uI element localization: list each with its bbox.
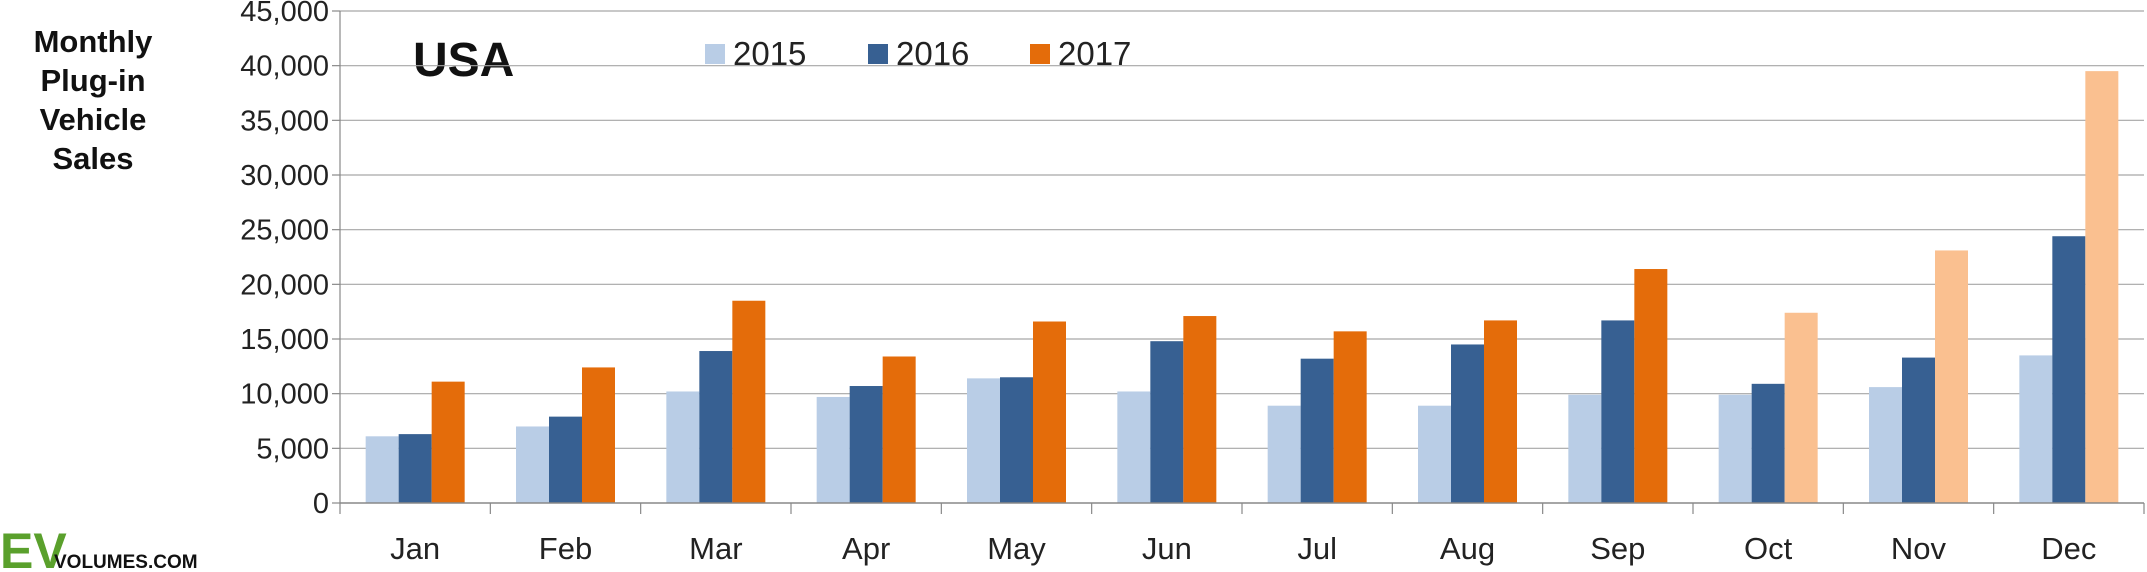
x-tick-label: Jul (1297, 531, 1337, 566)
bar-2016-nov (1902, 357, 1935, 503)
y-tick-label: 5,000 (256, 433, 329, 465)
bar-2017-mar (732, 300, 766, 503)
legend-swatch-2016 (868, 44, 888, 64)
bar-2017-oct (1784, 312, 1818, 503)
legend-swatch-2015 (705, 44, 725, 64)
bar-2016-aug (1451, 344, 1484, 503)
bar-2016-jan (398, 434, 432, 503)
bar-2015-dec (2019, 355, 2053, 503)
logo-ev-text: EV (0, 523, 67, 572)
bar-2016-dec (2052, 236, 2086, 503)
logo-volumes-text: VOLUMES.COM (54, 552, 198, 572)
bar-2017-may (1033, 321, 1066, 503)
bar-2016-sep (1601, 320, 1635, 503)
y-tick-label: 30,000 (240, 160, 329, 192)
bar-2015-sep (1568, 394, 1602, 503)
legend-label-2015: 2015 (733, 35, 806, 72)
bar-2015-apr (816, 396, 850, 503)
bar-2016-oct (1751, 383, 1785, 503)
y-tick-label: 40,000 (240, 51, 329, 83)
y-tick-label: 35,000 (240, 105, 329, 137)
country-label: USA (413, 34, 514, 87)
legend: 2015 2016 2017 (705, 35, 1131, 72)
gridlines (340, 10, 2144, 449)
bar-2015-aug (1418, 405, 1451, 503)
chart-title-line: Plug-in (40, 63, 145, 98)
bar-2016-feb (549, 416, 582, 503)
x-tick-label: May (987, 531, 1046, 566)
y-tick-label: 25,000 (240, 215, 329, 247)
bar-2015-jul (1267, 405, 1301, 503)
x-tick-label: Aug (1440, 531, 1495, 566)
bar-2017-jun (1183, 316, 1217, 503)
chart-title-line: Sales (52, 141, 133, 176)
y-tick-label: 10,000 (240, 379, 329, 411)
bar-2016-mar (699, 351, 733, 503)
x-tick-label: Mar (689, 531, 742, 566)
x-tick-label: Oct (1744, 531, 1793, 566)
bar-2017-sep (1634, 269, 1668, 503)
chart-title-line: Monthly (34, 24, 154, 59)
legend-swatch-2017 (1030, 44, 1050, 64)
bar-2015-jan (365, 436, 399, 503)
bar-2016-jun (1150, 341, 1184, 503)
bar-2017-jul (1333, 331, 1367, 503)
bar-2015-mar (666, 391, 700, 503)
y-tick-label: 0 (313, 488, 329, 520)
bar-2015-jun (1117, 391, 1151, 503)
bars (365, 71, 2119, 503)
y-tick-label: 20,000 (240, 269, 329, 301)
x-tick-label: Apr (842, 531, 890, 566)
y-tick-label: 15,000 (240, 324, 329, 356)
y-tick-label: 45,000 (240, 0, 329, 28)
bar-2017-dec (2085, 71, 2119, 503)
x-tick-label: Sep (1590, 531, 1645, 566)
bar-2017-feb (582, 367, 615, 503)
legend-label-2016: 2016 (896, 35, 969, 72)
x-tick-label: Jun (1142, 531, 1192, 566)
bar-2017-nov (1935, 250, 1968, 503)
bar-2016-apr (849, 386, 883, 503)
chart-title: Monthly Plug-in Vehicle Sales (34, 24, 154, 176)
y-axis: 0 5,000 10,000 15,000 20,000 25,000 30,000 35,0… (240, 0, 341, 520)
legend-label-2017: 2017 (1058, 35, 1131, 72)
x-tick-label: Dec (2041, 531, 2096, 566)
x-axis: Jan Feb Mar Apr May Jun Jul Aug Sep Oct Nov Dec (339, 502, 2145, 566)
x-tick-label: Nov (1891, 531, 1947, 566)
bar-2016-may (1000, 377, 1033, 503)
bar-2015-feb (516, 426, 549, 503)
bar-2016-jul (1300, 358, 1334, 503)
bar-2017-aug (1484, 320, 1517, 503)
chart-title-line: Vehicle (40, 102, 147, 137)
evvolumes-logo: EV VOLUMES.COM (0, 523, 198, 572)
bar-2017-apr (882, 356, 916, 503)
x-tick-label: Jan (390, 531, 440, 566)
bar-2015-nov (1869, 387, 1902, 503)
bar-2017-jan (431, 381, 465, 503)
bar-2015-may (967, 378, 1000, 503)
x-tick-label: Feb (539, 531, 592, 566)
bar-2015-oct (1718, 394, 1752, 503)
